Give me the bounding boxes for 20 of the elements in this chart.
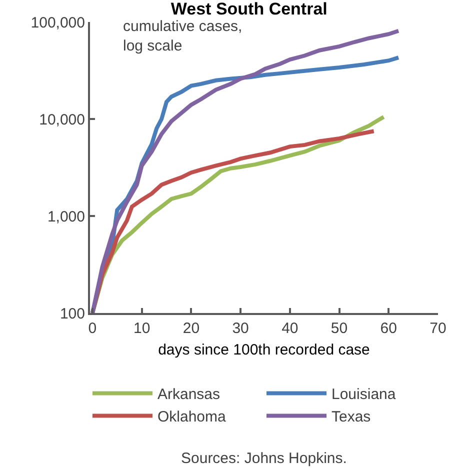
x-tick-label: 60 (380, 320, 397, 337)
x-tick-label: 20 (182, 320, 200, 337)
x-tick-label: 50 (330, 320, 348, 337)
x-tick-label: 40 (282, 320, 298, 337)
y-tick-label: 100,000 (30, 14, 85, 32)
x-tick-label: 30 (232, 320, 249, 337)
y-tick-label: 10,000 (39, 111, 85, 128)
x-tick-label: 10 (133, 320, 150, 337)
chart-title: West South Central (170, 0, 328, 18)
legend-label: Louisiana (332, 386, 396, 404)
y-tick-label: 100 (60, 305, 85, 322)
x-axis-title: days since 100th recorded case (158, 342, 370, 358)
y-tick-label: 1,000 (47, 208, 85, 226)
x-tick-label: 70 (430, 320, 446, 337)
annotation: cumulative cases, log scale (123, 18, 242, 54)
source-note: Sources: Johns Hopkins. (181, 450, 347, 467)
legend-label: Texas (332, 408, 371, 426)
legend-label: Oklahoma (158, 408, 227, 426)
x-tick-label: 0 (88, 320, 97, 337)
legend-label: Arkansas (158, 386, 220, 404)
